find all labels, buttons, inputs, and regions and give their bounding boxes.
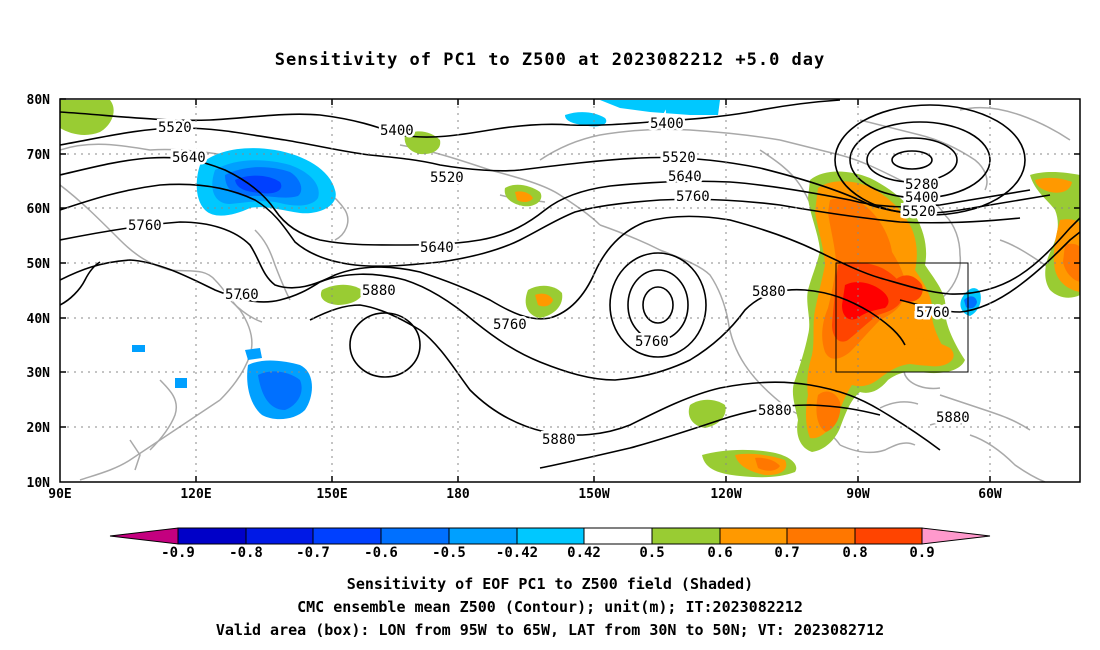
contour-label-group: 5400 5400 5520 5520 5520 5640 5640 5640 … (126, 114, 973, 451)
negative-region-north-pacific (600, 100, 720, 115)
colorbar-box (719, 527, 788, 545)
contour-label: 5640 (668, 169, 702, 185)
colorbar-label: -0.8 (229, 545, 263, 561)
caption-valid-area: Valid area (box): LON from 95W to 65W, L… (215, 621, 885, 639)
colorbar-label: -0.6 (364, 545, 398, 561)
contour-label: 5880 (758, 403, 792, 419)
colorbar-label: -0.9 (161, 545, 195, 561)
colorbar-box (177, 527, 247, 545)
colorbar (109, 527, 991, 545)
contour-label: 5760 (493, 317, 527, 333)
colorbar-label: -0.42 (496, 545, 538, 561)
colorbar-box (380, 527, 450, 545)
colorbar-label: 0.6 (707, 545, 732, 561)
contour-label: 5400 (905, 190, 939, 206)
valid-area-box (835, 262, 969, 373)
lon-label: 90E (48, 487, 71, 502)
colorbar-box (583, 527, 653, 545)
colorbar-box (786, 527, 856, 545)
colorbar-label: -0.5 (432, 545, 466, 561)
colorbar-arrow-low (109, 527, 179, 545)
lat-label: 50N (27, 257, 51, 272)
lat-lon-grid (60, 99, 1080, 482)
contour-label: 5640 (420, 240, 454, 256)
sensitivity-map: 5400 5400 5520 5520 5520 5640 5640 5640 … (27, 93, 1081, 561)
lat-label: 10N (27, 476, 51, 491)
caption-shading: Sensitivity of EOF PC1 to Z500 field (Sh… (346, 575, 754, 593)
lat-label: 20N (27, 421, 51, 436)
colorbar-label: -0.7 (296, 545, 330, 561)
colorbar-box (245, 527, 314, 545)
colorbar-label: 0.5 (639, 545, 664, 561)
axis-ticks (60, 98, 1080, 482)
contour-label: 5400 (380, 123, 414, 139)
contour-label: 5760 (676, 189, 710, 205)
lat-label: 80N (27, 93, 51, 108)
lon-label: 120E (180, 487, 211, 502)
contour-label: 5760 (635, 334, 669, 350)
lat-labels: 80N 70N 60N 50N 40N 30N 20N 10N (27, 93, 51, 491)
lat-label: 70N (27, 148, 51, 163)
colorbar-label: 0.7 (774, 545, 799, 561)
contour-label: 5520 (430, 170, 464, 186)
lon-label: 150W (578, 487, 609, 502)
lon-label: 150E (316, 487, 347, 502)
lat-label: 40N (27, 312, 51, 327)
lon-labels: 90E 120E 150E 180 150W 120W 90W 60W (48, 487, 1002, 502)
lon-label: 60W (978, 487, 1002, 502)
contour-label: 5880 (542, 432, 576, 448)
lat-label: 30N (27, 366, 51, 381)
lon-label: 180 (446, 487, 470, 502)
colorbar-box (516, 527, 585, 545)
contour-label: 5520 (902, 204, 936, 220)
colorbar-box (312, 527, 382, 545)
colorbar-labels: -0.9 -0.8 -0.7 -0.6 -0.5 -0.42 0.42 0.5 … (161, 545, 935, 561)
contour-label: 5400 (650, 116, 684, 132)
map-frame (59, 98, 1081, 483)
contour-label: 5760 (128, 218, 162, 234)
contour-label: 5880 (362, 283, 396, 299)
contour-label: 5760 (916, 305, 950, 321)
contour-label: 5280 (905, 177, 939, 193)
contour-label: 5880 (752, 284, 786, 300)
map-title: Sensitivity of PC1 to Z500 at 2023082212… (274, 50, 826, 70)
contour-label: 5760 (225, 287, 259, 303)
contour-label: 5520 (662, 150, 696, 166)
colorbar-label: 0.9 (909, 545, 934, 561)
z500-contours (60, 99, 1080, 469)
lat-label: 60N (27, 202, 51, 217)
contour-label: 5640 (172, 150, 206, 166)
lon-label: 90W (846, 487, 870, 502)
colorbar-arrow-high (921, 527, 991, 545)
colorbar-label: 0.42 (567, 545, 601, 561)
colorbar-box (854, 527, 923, 545)
colorbar-label: 0.8 (842, 545, 867, 561)
sensitivity-shading (60, 100, 1080, 478)
lon-label: 120W (710, 487, 741, 502)
colorbar-box (448, 527, 518, 545)
contour-label: 5520 (158, 120, 192, 136)
colorbar-box (651, 527, 721, 545)
caption-contour: CMC ensemble mean Z500 (Contour); unit(m… (297, 598, 803, 616)
contour-label: 5880 (936, 410, 970, 426)
